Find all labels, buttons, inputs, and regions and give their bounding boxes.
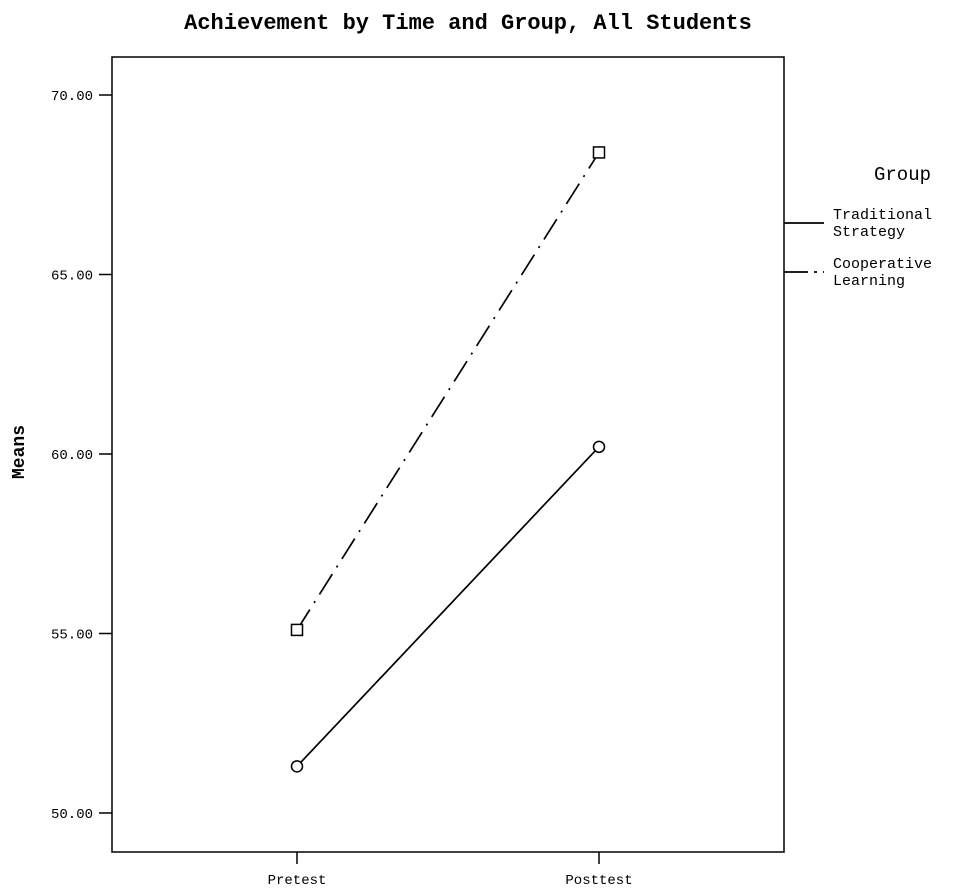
- series-line: [296, 151, 600, 631]
- legend-label-line: Strategy: [833, 224, 905, 241]
- plot-frame: [111, 56, 785, 853]
- legend-label-line: Learning: [833, 273, 905, 290]
- series-line: [296, 446, 600, 767]
- y-axis: 50.00 55.00 60.00 65.00 70.00: [51, 89, 112, 823]
- x-tick-label: Pretest: [268, 873, 327, 889]
- y-tick-label: 60.00: [51, 448, 93, 464]
- legend-title: Group: [874, 164, 931, 186]
- legend-label-line: Cooperative: [833, 256, 932, 273]
- legend: Group Traditional Strategy Cooperative Lear…: [784, 164, 932, 290]
- x-tick-label: Posttest: [565, 873, 632, 889]
- legend-label: Cooperative Learning: [833, 256, 932, 290]
- x-axis: Pretest Posttest: [268, 852, 633, 889]
- data-point: [592, 146, 606, 159]
- data-point: [290, 623, 304, 637]
- data-point: [290, 760, 304, 773]
- data-point: [592, 440, 606, 454]
- y-axis-label: Means: [10, 425, 30, 479]
- legend-label: Traditional Strategy: [833, 207, 932, 241]
- y-tick-label: 55.00: [51, 628, 93, 644]
- series-2: [290, 146, 606, 637]
- legend-label-line: Traditional: [833, 207, 932, 224]
- y-tick-label: 50.00: [51, 807, 93, 823]
- y-tick-label: 65.00: [51, 269, 93, 285]
- series-layer: [290, 146, 606, 773]
- y-tick-label: 70.00: [51, 89, 93, 105]
- chart-title: Achievement by Time and Group, All Stude…: [184, 11, 752, 36]
- series-1: [290, 440, 606, 773]
